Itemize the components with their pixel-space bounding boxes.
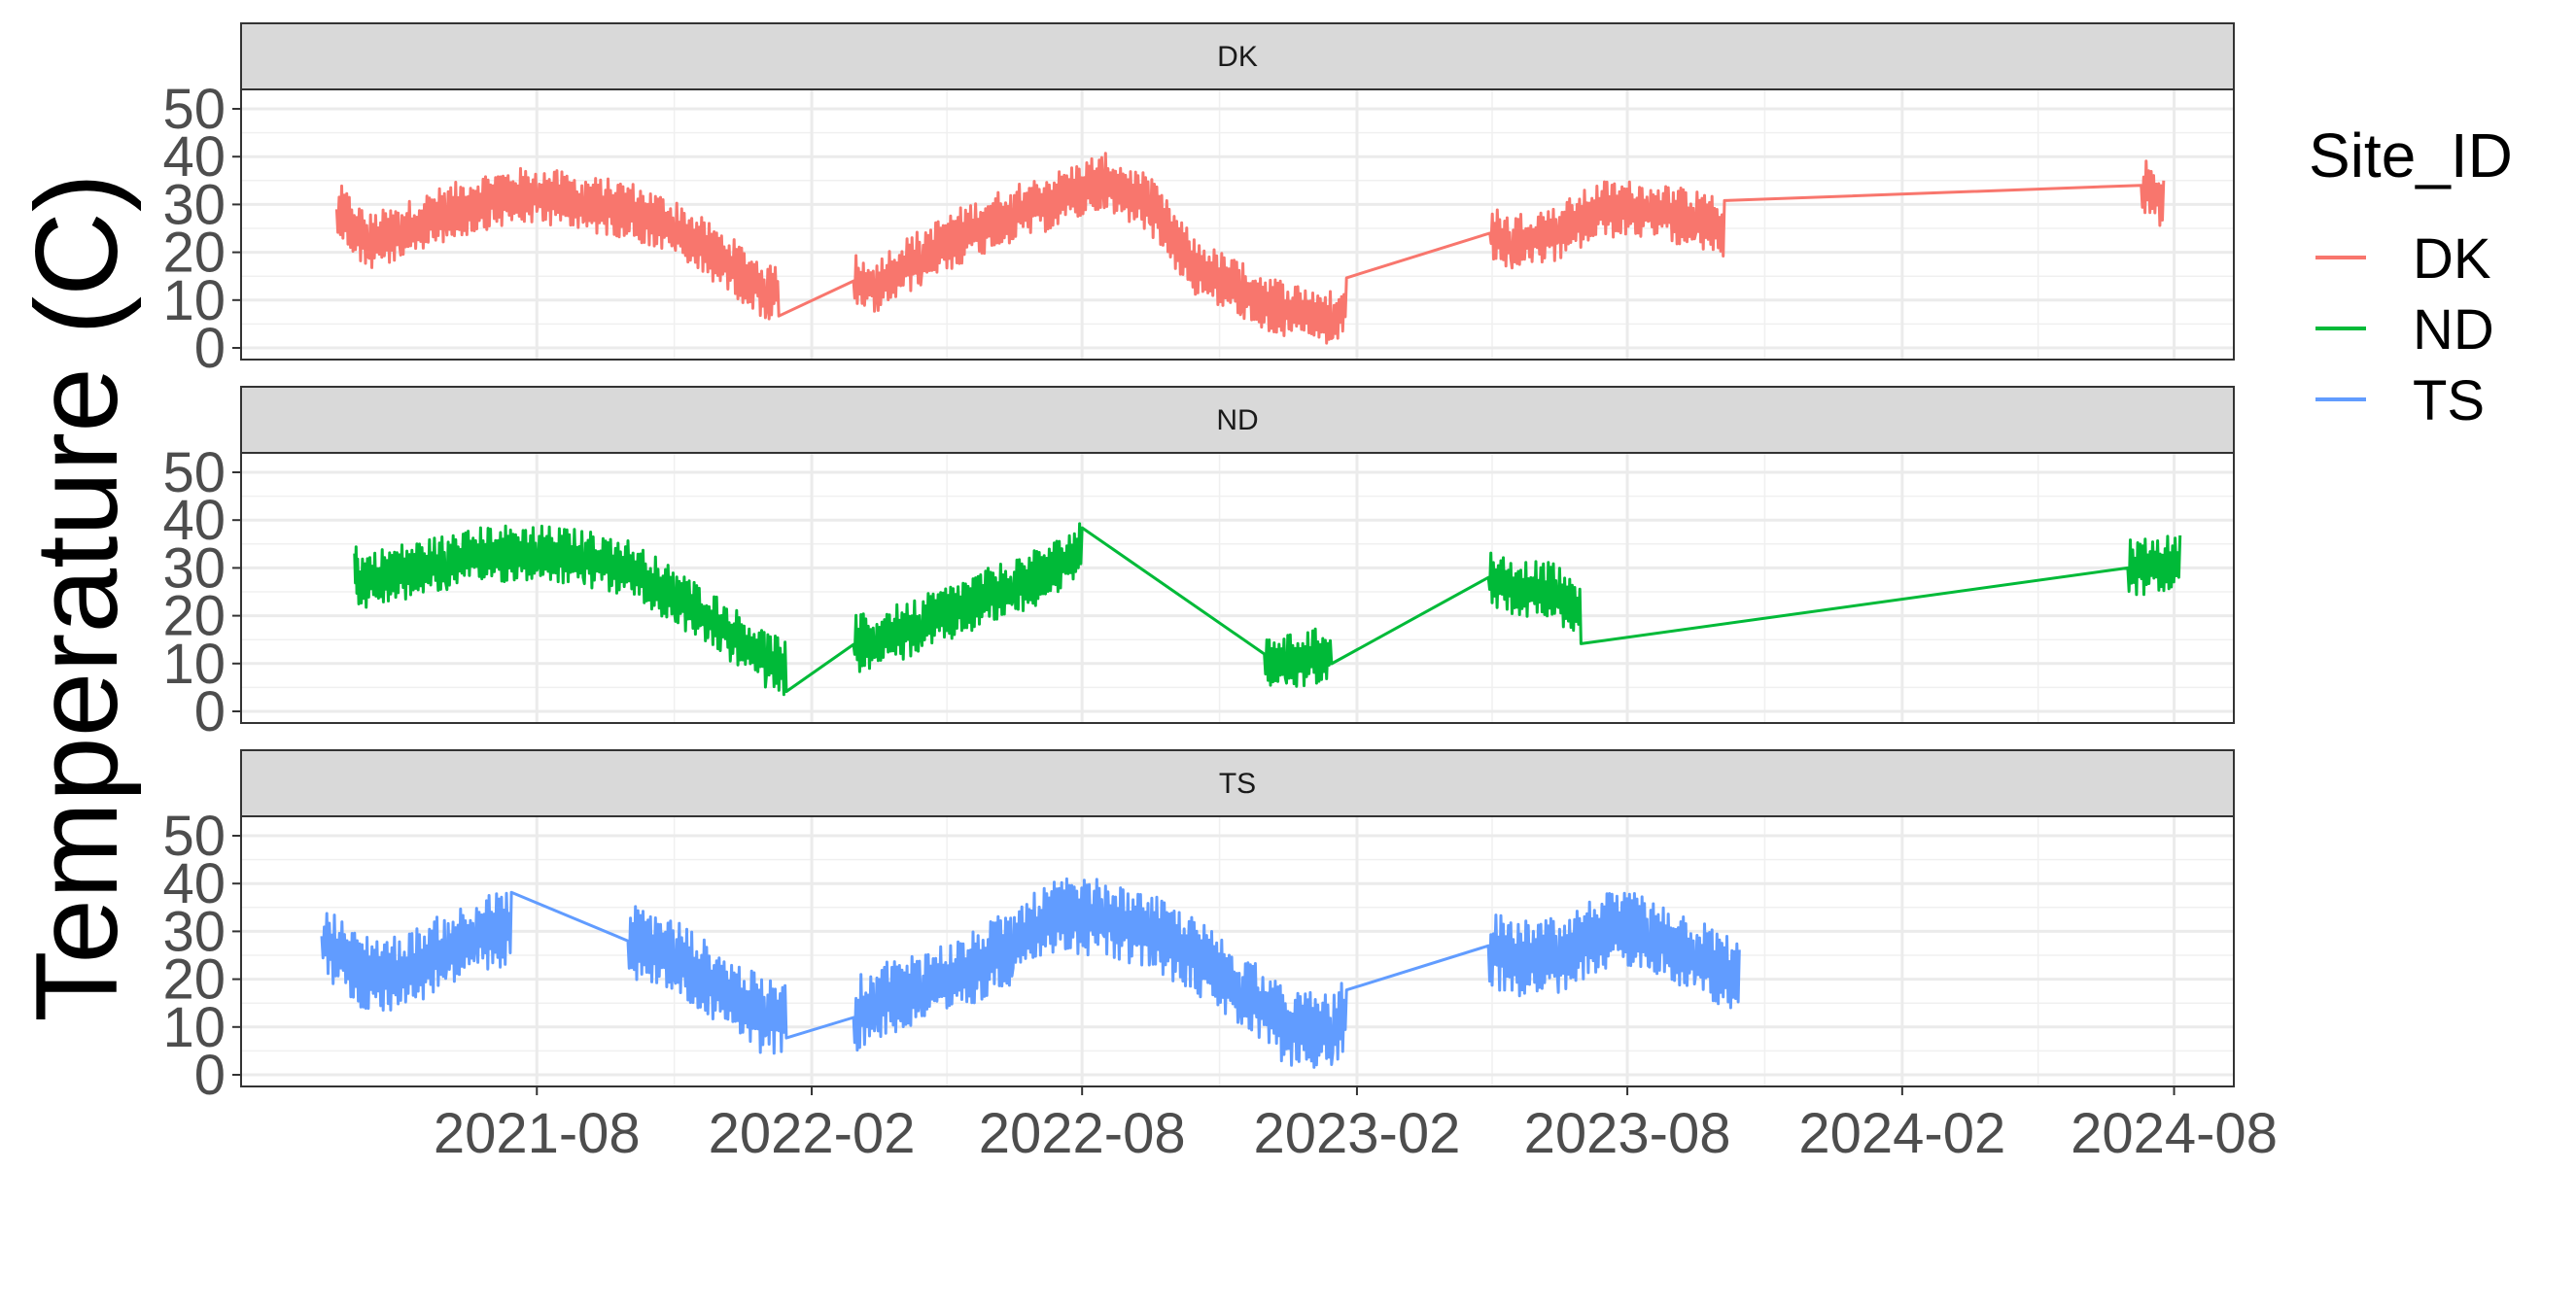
legend-label: TS: [2413, 369, 2485, 432]
panel-border: [240, 88, 2235, 361]
x-tick-label: 2024-08: [2071, 1102, 2278, 1165]
y-tick-label: 50: [162, 78, 226, 141]
y-tick-label: 30: [162, 536, 226, 600]
y-tick-label: 50: [162, 441, 226, 504]
x-tick-label: 2023-02: [1254, 1102, 1461, 1165]
y-tick-label: 30: [162, 173, 226, 236]
y-tick-label: 10: [162, 996, 226, 1059]
series-line-dk: [334, 152, 2166, 345]
x-tick-label: 2022-08: [979, 1102, 1186, 1165]
facet-strip: [240, 749, 2235, 817]
legend-label: DK: [2413, 227, 2491, 291]
x-tick-label: 2023-08: [1524, 1102, 1731, 1165]
x-tick-label: 2024-02: [1798, 1102, 2005, 1165]
y-axis-label: Temperature (C): [12, 173, 142, 1022]
y-tick-label: 0: [194, 1044, 226, 1107]
panel-background: [241, 816, 2234, 1086]
y-tick-label: 30: [162, 900, 226, 963]
facet-strip-label: TS: [1219, 768, 1256, 800]
y-tick-label: 10: [162, 269, 226, 332]
y-tick-label: 0: [194, 317, 226, 380]
legend-item-dk: DK: [2315, 227, 2491, 291]
legend-title: Site_ID: [2309, 121, 2513, 190]
facet-strip: [240, 22, 2235, 90]
y-tick-label: 20: [162, 585, 226, 648]
facet-strip: [240, 386, 2235, 454]
y-tick-label: 20: [162, 222, 226, 285]
y-tick-label: 10: [162, 633, 226, 696]
panel-background: [241, 453, 2234, 723]
panel-border: [240, 815, 2235, 1087]
y-tick-label: 40: [162, 125, 226, 189]
y-tick-label: 40: [162, 852, 226, 915]
series-line-ts: [320, 877, 1741, 1069]
panel-background: [241, 89, 2234, 360]
y-tick-label: 20: [162, 948, 226, 1012]
legend-item-ts: TS: [2315, 369, 2485, 432]
series-line-nd: [353, 522, 2182, 697]
x-axis: 2021-08 2022-02 2022-08 2023-02 2023-08 2024-…: [434, 1086, 2278, 1165]
legend-item-nd: ND: [2315, 298, 2494, 362]
legend-label: ND: [2413, 298, 2494, 362]
x-tick-label: 2021-08: [434, 1102, 641, 1165]
legend-items: DK ND TS: [2315, 227, 2494, 432]
y-tick-label: 0: [194, 680, 226, 743]
y-tick-label: 40: [162, 489, 226, 552]
y-tick-label: 50: [162, 805, 226, 868]
panel-border: [240, 452, 2235, 724]
facet-strip-label: ND: [1216, 404, 1258, 436]
x-tick-label: 2022-02: [709, 1102, 916, 1165]
legend: Site_ID DK ND TS: [2309, 121, 2513, 432]
facet-strip-label: DK: [1217, 41, 1258, 73]
